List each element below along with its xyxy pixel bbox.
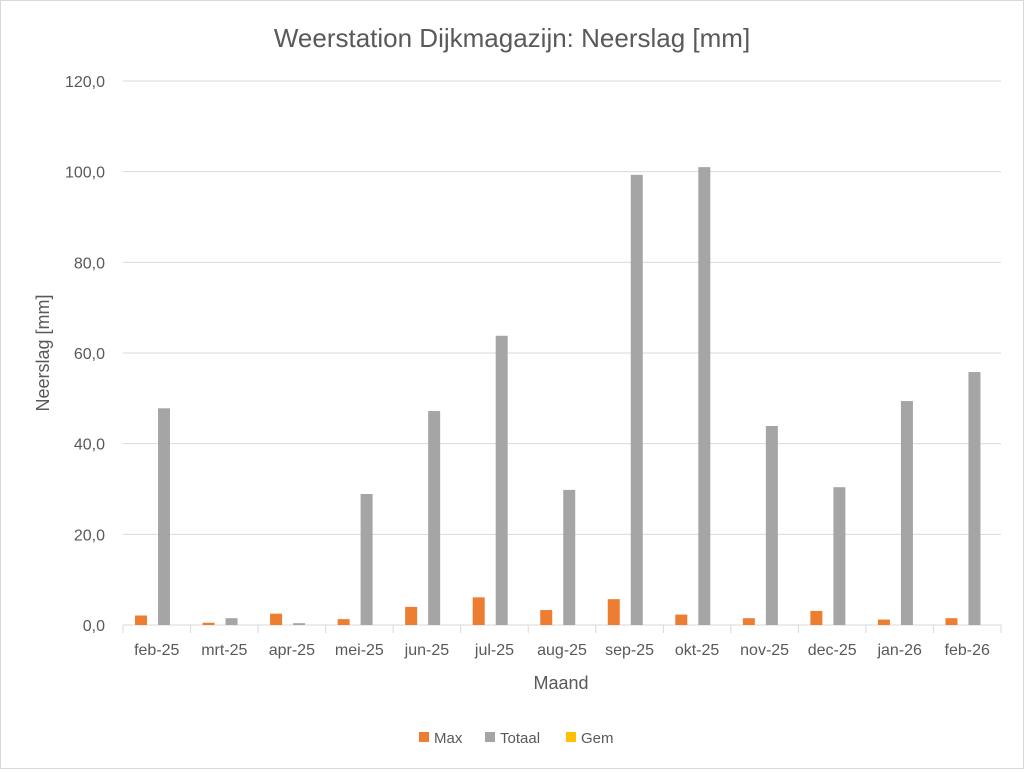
legend-label-max: Max	[434, 730, 463, 747]
x-tick-label: mrt-25	[201, 642, 247, 659]
bar-totaal	[293, 623, 306, 625]
legend-label-gem: Gem	[581, 730, 614, 747]
x-tick-label: sep-25	[605, 642, 654, 659]
bars	[135, 167, 981, 625]
bar-totaal	[833, 487, 846, 625]
x-axis-ticks: feb-25 mrt-25 apr-25 mei-25 jun-25 jul-25 aug-…	[122, 625, 1002, 659]
bar-totaal	[765, 425, 778, 625]
y-tick-label: 60,0	[74, 346, 105, 363]
bar-totaal	[630, 174, 643, 625]
bar-totaal	[698, 167, 711, 625]
bar-max	[135, 615, 147, 625]
bar-max	[945, 618, 958, 625]
gridlines	[123, 80, 1001, 626]
bar-max	[607, 599, 620, 625]
x-tick-label: nov-25	[740, 642, 789, 659]
bar-max	[405, 606, 418, 625]
x-axis-label: Maand	[533, 673, 588, 693]
x-tick-label: mei-25	[335, 642, 384, 659]
y-tick-label: 100,0	[65, 165, 105, 182]
y-tick-label: 20,0	[74, 527, 105, 544]
bar-totaal	[225, 618, 238, 625]
legend-swatch-gem	[566, 732, 576, 742]
x-tick-label: jul-25	[474, 642, 514, 659]
bar-max	[472, 597, 485, 625]
bar-totaal	[428, 411, 441, 625]
x-tick-label: feb-25	[134, 642, 179, 659]
bar-max	[337, 619, 350, 625]
bar-totaal	[158, 408, 170, 625]
bar-max	[877, 619, 890, 625]
bar-max	[810, 610, 823, 625]
chart-title: Weerstation Dijkmagazijn: Neerslag [mm]	[274, 23, 750, 53]
bar-max	[675, 614, 688, 625]
bar-max	[742, 618, 755, 625]
x-tick-label: dec-25	[808, 642, 857, 659]
y-tick-label: 120,0	[65, 74, 105, 91]
y-tick-label: 40,0	[74, 437, 105, 454]
bar-totaal	[968, 372, 981, 625]
legend-swatch-totaal	[485, 732, 495, 742]
bar-totaal	[360, 493, 373, 625]
legend-label-totaal: Totaal	[500, 730, 540, 747]
x-tick-label: jan-26	[876, 642, 922, 659]
bar-max	[270, 613, 283, 625]
x-tick-label: jun-25	[404, 642, 450, 659]
bar-max	[540, 610, 553, 625]
x-tick-label: aug-25	[537, 642, 587, 659]
x-tick-label: okt-25	[675, 642, 720, 659]
legend-swatch-max	[419, 732, 429, 742]
x-tick-label: feb-26	[945, 642, 990, 659]
x-tick-label: apr-25	[269, 642, 315, 659]
y-axis-label: Neerslag [mm]	[33, 294, 53, 411]
bar-totaal	[495, 335, 508, 625]
legend: Max Totaal Gem	[419, 730, 614, 747]
y-tick-label: 0,0	[83, 618, 105, 635]
bar-max	[202, 622, 215, 625]
bar-totaal	[900, 401, 913, 625]
y-axis-ticks: 0,0 20,0 40,0 60,0 80,0 100,0 120,0	[65, 74, 105, 635]
y-tick-label: 80,0	[74, 255, 105, 272]
bar-totaal	[563, 489, 576, 625]
